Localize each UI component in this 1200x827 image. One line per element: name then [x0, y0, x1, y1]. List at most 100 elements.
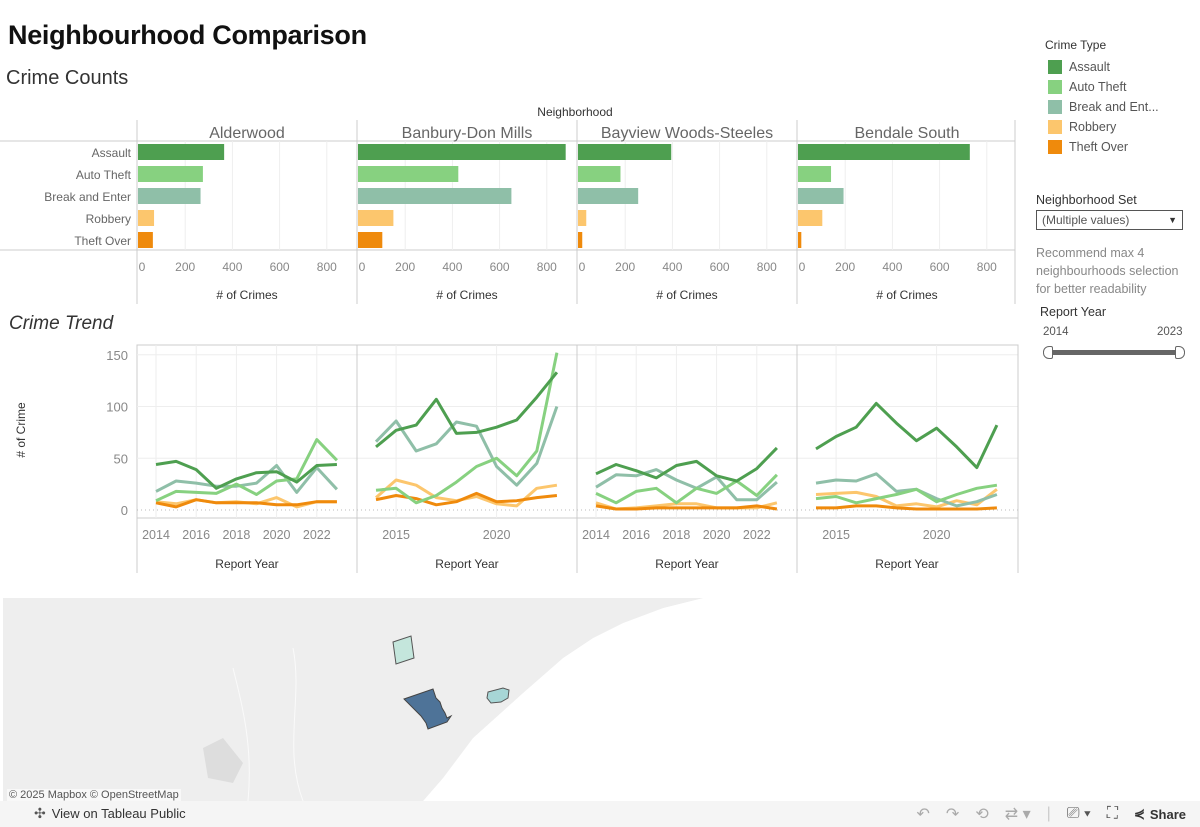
x-axis-label: Report Year [215, 557, 278, 571]
bar-robbery[interactable] [358, 210, 394, 226]
x-tick-label: 2022 [743, 528, 771, 542]
trend-line-theft-over[interactable] [155, 498, 337, 509]
report-year-slider-track[interactable] [1048, 350, 1180, 355]
bar-robbery[interactable] [578, 210, 587, 226]
legend-label: Break and Ent... [1069, 100, 1159, 114]
x-axis-label: Report Year [655, 557, 718, 571]
trend-line-break-and-enter[interactable] [595, 468, 778, 502]
x-tick-label: 2018 [222, 528, 250, 542]
neighbourhood-shape-bayview-woods-steeles[interactable] [392, 635, 415, 665]
report-year-min: 2014 [1043, 326, 1069, 338]
category-label: Theft Over [74, 234, 131, 248]
neighborhood-set-dropdown[interactable]: (Multiple values) ▼ [1036, 210, 1183, 230]
x-tick-label: 0 [579, 260, 586, 274]
bar-auto-theft[interactable] [578, 166, 621, 182]
legend-item[interactable]: Theft Over [1045, 137, 1159, 157]
legend-item[interactable]: Break and Ent... [1045, 97, 1159, 117]
trend-line-assault[interactable] [375, 371, 559, 449]
legend-item[interactable]: Auto Theft [1045, 77, 1159, 97]
neighborhood-set-value: (Multiple values) [1042, 213, 1130, 227]
bar-theft-over[interactable] [578, 232, 583, 248]
x-tick-label: 2014 [582, 528, 610, 542]
x-tick-label: 200 [395, 260, 415, 274]
category-label: Break and Enter [44, 190, 131, 204]
report-year-slider-min-handle[interactable] [1043, 346, 1053, 359]
bar-theft-over[interactable] [798, 232, 802, 248]
legend-title: Crime Type [1045, 38, 1107, 52]
bar-assault[interactable] [578, 144, 672, 160]
tableau-logo-icon: ✣ [34, 805, 46, 821]
x-tick-label: 400 [662, 260, 682, 274]
bar-robbery[interactable] [798, 210, 823, 226]
tableau-footer: ✣ View on Tableau Public ↶ ↷ ⟲ ⇄ ▾ | ⎚ ▾… [0, 801, 1200, 827]
download-icon[interactable]: ⎚ ▾ [1066, 805, 1091, 822]
y-tick-label: 150 [106, 348, 128, 363]
bar-auto-theft[interactable] [358, 166, 459, 182]
bar-break-and-enter[interactable] [138, 188, 201, 204]
redo-icon[interactable]: ↷ [945, 806, 960, 823]
legend-label: Robbery [1069, 120, 1117, 134]
trend-line-break-and-enter[interactable] [815, 472, 998, 508]
trend-line-break-and-enter[interactable] [374, 406, 559, 487]
crime-counts-chart[interactable]: Neighborhood Assault Auto Theft Break and E… [0, 100, 1020, 310]
y-axis-label: # of Crime [14, 402, 28, 458]
bar-assault[interactable] [798, 144, 970, 160]
category-label: Assault [92, 146, 132, 160]
report-year-label: Report Year [1040, 305, 1107, 319]
panel-header-banbury-don-mills: Banbury-Don Mills [402, 125, 533, 142]
trend-line-auto-theft[interactable] [815, 483, 998, 505]
neighbourhood-shape-banbury-don-mills[interactable] [403, 688, 453, 730]
x-tick-label: 2020 [263, 528, 291, 542]
trend-line-auto-theft[interactable] [155, 438, 338, 503]
y-tick-label: 0 [121, 503, 128, 518]
fullscreen-icon[interactable]: ⛶ [1106, 805, 1118, 822]
trend-line-assault[interactable] [815, 401, 999, 470]
recommendation-note: Recommend max 4 neighbourhoods selection… [1036, 246, 1179, 296]
bar-robbery[interactable] [138, 210, 155, 226]
map-canvas[interactable] [3, 598, 1015, 801]
bar-theft-over[interactable] [138, 232, 153, 248]
x-tick-label: 2022 [303, 528, 331, 542]
view-on-tableau-link[interactable]: ✣ View on Tableau Public [34, 805, 186, 822]
refresh-icon[interactable]: ⇄ ▾ [1004, 806, 1031, 823]
bar-assault[interactable] [138, 144, 225, 160]
bar-break-and-enter[interactable] [358, 188, 512, 204]
panel-header-bendale-south: Bendale South [855, 125, 960, 142]
undo-icon[interactable]: ↶ [916, 806, 930, 823]
trend-line-assault[interactable] [155, 459, 337, 490]
bar-auto-theft[interactable] [138, 166, 203, 182]
trend-line-theft-over[interactable] [816, 504, 997, 511]
share-icon: ⋞ [1133, 806, 1145, 821]
trend-line-theft-over[interactable] [595, 504, 778, 511]
x-tick-label: 2015 [822, 528, 850, 542]
x-tick-label: 200 [175, 260, 195, 274]
revert-icon[interactable]: ⟲ [975, 806, 989, 823]
dashboard-title: Neighbourhood Comparison [8, 20, 367, 50]
column-header-label: Neighborhood [537, 105, 612, 119]
crime-trend-chart[interactable]: 0 50 100 150 # of Crime 2014 2016 2018 2020 2022 R… [0, 340, 1020, 580]
bar-break-and-enter[interactable] [798, 188, 844, 204]
trend-line-assault[interactable] [595, 446, 778, 483]
x-tick-label: 600 [270, 260, 290, 274]
legend-swatch [1048, 140, 1062, 154]
report-year-max: 2023 [1157, 326, 1183, 338]
legend-item[interactable]: Robbery [1045, 117, 1159, 137]
report-year-slider-max-handle[interactable] [1175, 346, 1185, 359]
trend-line-auto-theft[interactable] [595, 473, 778, 505]
legend-item[interactable]: Assault [1045, 57, 1159, 77]
x-tick-label: 0 [799, 260, 806, 274]
x-axis-label: # of Crimes [216, 288, 277, 302]
bar-break-and-enter[interactable] [578, 188, 639, 204]
trend-line-break-and-enter[interactable] [155, 464, 339, 494]
x-axis-label: Report Year [875, 557, 938, 571]
bar-assault[interactable] [358, 144, 566, 160]
neighbourhood-map[interactable]: © 2025 Mapbox © OpenStreetMap [3, 598, 1015, 801]
trend-line-auto-theft[interactable] [375, 352, 559, 505]
map-attribution[interactable]: © 2025 Mapbox © OpenStreetMap [7, 789, 181, 801]
bar-theft-over[interactable] [358, 232, 383, 248]
bar-auto-theft[interactable] [798, 166, 832, 182]
y-tick-label: 100 [106, 400, 128, 415]
footer-toolbar: ↶ ↷ ⟲ ⇄ ▾ | ⎚ ▾ ⛶ ⋞ Share [917, 804, 1186, 824]
share-button[interactable]: ⋞ Share [1134, 806, 1186, 822]
neighbourhood-shape-bendale-south[interactable] [486, 687, 510, 704]
